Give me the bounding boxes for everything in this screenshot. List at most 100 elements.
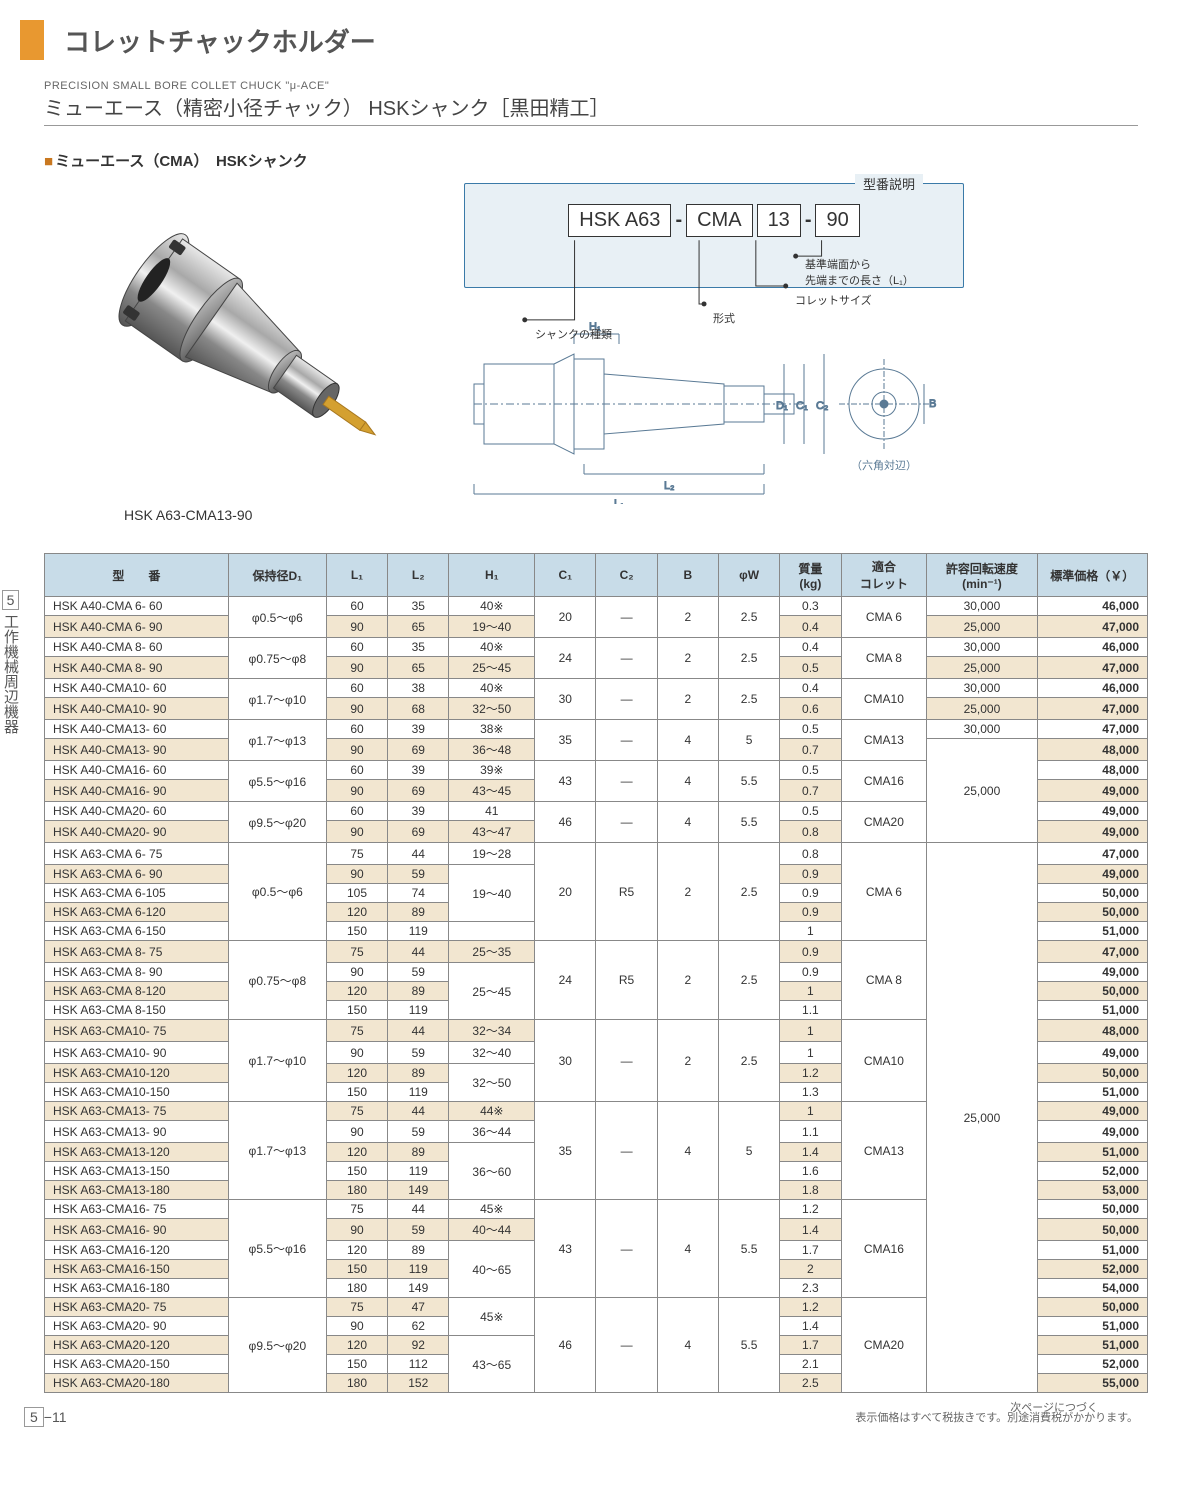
table-cell: HSK A63-CMA20- 90 <box>45 1317 229 1336</box>
table-cell: 60 <box>326 638 387 657</box>
table-cell: φ5.5～φ16 <box>228 761 326 802</box>
table-cell: 89 <box>388 1143 449 1162</box>
table-cell: 2.5 <box>718 1020 779 1102</box>
table-header-cell: 質量 (kg) <box>780 554 841 597</box>
table-cell: 44 <box>388 1020 449 1042</box>
table-cell: 2.5 <box>718 941 779 1020</box>
table-cell: 35 <box>535 1102 596 1200</box>
table-cell: 55,000 <box>1037 1374 1147 1393</box>
table-cell: 90 <box>326 698 387 720</box>
table-cell: 47 <box>388 1298 449 1317</box>
model-part-shank: HSK A63 <box>568 204 671 237</box>
table-cell: 39 <box>388 761 449 780</box>
table-cell: 19～40 <box>449 865 535 922</box>
table-cell: 4 <box>657 802 718 843</box>
table-cell: 152 <box>388 1374 449 1393</box>
table-cell: 51,000 <box>1037 1317 1147 1336</box>
table-cell: 5.5 <box>718 761 779 802</box>
table-cell: 120 <box>326 1143 387 1162</box>
table-cell: 1.3 <box>780 1083 841 1102</box>
table-cell: 43～65 <box>449 1336 535 1393</box>
table-cell: 75 <box>326 1298 387 1317</box>
table-cell: 5 <box>718 1102 779 1200</box>
table-cell: HSK A40-CMA13- 60 <box>45 720 229 739</box>
table-cell: 30,000 <box>927 679 1037 698</box>
table-cell: 1 <box>780 922 841 941</box>
table-cell: φ0.5～φ6 <box>228 843 326 941</box>
table-cell: 43 <box>535 1200 596 1298</box>
table-cell: 75 <box>326 843 387 865</box>
model-number-box: 型番説明 HSK A63 - CMA 13 - 90 シャンクの種類形式コレット… <box>464 183 964 288</box>
table-cell: 49,000 <box>1037 865 1147 884</box>
table-cell: 49,000 <box>1037 963 1147 982</box>
table-cell: 32～50 <box>449 1064 535 1102</box>
page-number: 5−11 <box>24 1409 67 1425</box>
table-cell: 49,000 <box>1037 821 1147 843</box>
table-cell <box>449 922 535 941</box>
subtitle-english: PRECISION SMALL BORE COLLET CHUCK "μ-ACE… <box>44 80 1138 92</box>
table-cell: 43～47 <box>449 821 535 843</box>
table-cell: 45※ <box>449 1298 535 1336</box>
table-cell: 1.4 <box>780 1143 841 1162</box>
table-cell: 1.4 <box>780 1317 841 1336</box>
table-cell: HSK A40-CMA 8- 60 <box>45 638 229 657</box>
table-cell: 40※ <box>449 597 535 616</box>
table-cell: 51,000 <box>1037 922 1147 941</box>
table-cell: 105 <box>326 884 387 903</box>
table-header-cell: 保持径D₁ <box>228 554 326 597</box>
page-title: コレットチャックホルダー <box>64 22 376 59</box>
table-cell: 89 <box>388 1064 449 1083</box>
table-cell: 69 <box>388 780 449 802</box>
table-cell: 40※ <box>449 638 535 657</box>
table-cell: CMA16 <box>841 1200 927 1298</box>
table-cell: 149 <box>388 1181 449 1200</box>
table-cell: 30,000 <box>927 597 1037 616</box>
table-cell: HSK A63-CMA10-120 <box>45 1064 229 1083</box>
table-cell: 44 <box>388 1200 449 1219</box>
table-cell: 39※ <box>449 761 535 780</box>
table-cell: 25,000 <box>927 657 1037 679</box>
table-cell: 38※ <box>449 720 535 739</box>
table-cell: 60 <box>326 761 387 780</box>
table-header-cell: 適合 コレット <box>841 554 927 597</box>
table-cell: 49,000 <box>1037 802 1147 821</box>
table-cell: 30,000 <box>927 638 1037 657</box>
table-cell: 65 <box>388 616 449 638</box>
table-cell: ― <box>596 802 657 843</box>
table-cell: 1 <box>780 1042 841 1064</box>
table-cell: 1.1 <box>780 1001 841 1020</box>
table-cell: HSK A63-CMA16- 75 <box>45 1200 229 1219</box>
table-cell: HSK A63-CMA10-150 <box>45 1083 229 1102</box>
table-cell: 48,000 <box>1037 1020 1147 1042</box>
table-cell: 0.8 <box>780 821 841 843</box>
table-cell: 49,000 <box>1037 1102 1147 1121</box>
table-cell: 4 <box>657 1102 718 1200</box>
table-row: HSK A40-CMA 8- 60φ0.75～φ8603540※24―22.50… <box>45 638 1148 657</box>
model-annotation: コレットサイズ <box>795 292 872 308</box>
table-cell: ― <box>596 1020 657 1102</box>
table-cell: HSK A40-CMA 6- 90 <box>45 616 229 638</box>
model-part-size: 13 <box>757 204 801 237</box>
table-cell: 1.8 <box>780 1181 841 1200</box>
table-header-cell: L₂ <box>388 554 449 597</box>
table-cell: 50,000 <box>1037 982 1147 1001</box>
table-cell: 90 <box>326 739 387 761</box>
table-cell: 120 <box>326 1336 387 1355</box>
model-box-title: 型番説明 <box>855 174 923 193</box>
table-cell: 19～28 <box>449 843 535 865</box>
table-cell: 120 <box>326 982 387 1001</box>
table-cell: 59 <box>388 865 449 884</box>
model-annotation: 基準端面から 先端までの長さ（L₁） <box>805 256 914 288</box>
table-cell: 51,000 <box>1037 1336 1147 1355</box>
page-header: コレットチャックホルダー <box>20 20 1138 60</box>
table-cell: HSK A63-CMA 6-105 <box>45 884 229 903</box>
table-cell: 0.9 <box>780 865 841 884</box>
table-header-cell: C₂ <box>596 554 657 597</box>
table-cell: R5 <box>596 941 657 1020</box>
table-cell: HSK A63-CMA13-150 <box>45 1162 229 1181</box>
header-accent <box>20 20 44 60</box>
table-cell: 112 <box>388 1355 449 1374</box>
table-cell: 119 <box>388 1083 449 1102</box>
tax-note: 表示価格はすべて税抜きです。別途消費税がかかります。 <box>855 1409 1138 1425</box>
table-cell: HSK A63-CMA20-180 <box>45 1374 229 1393</box>
